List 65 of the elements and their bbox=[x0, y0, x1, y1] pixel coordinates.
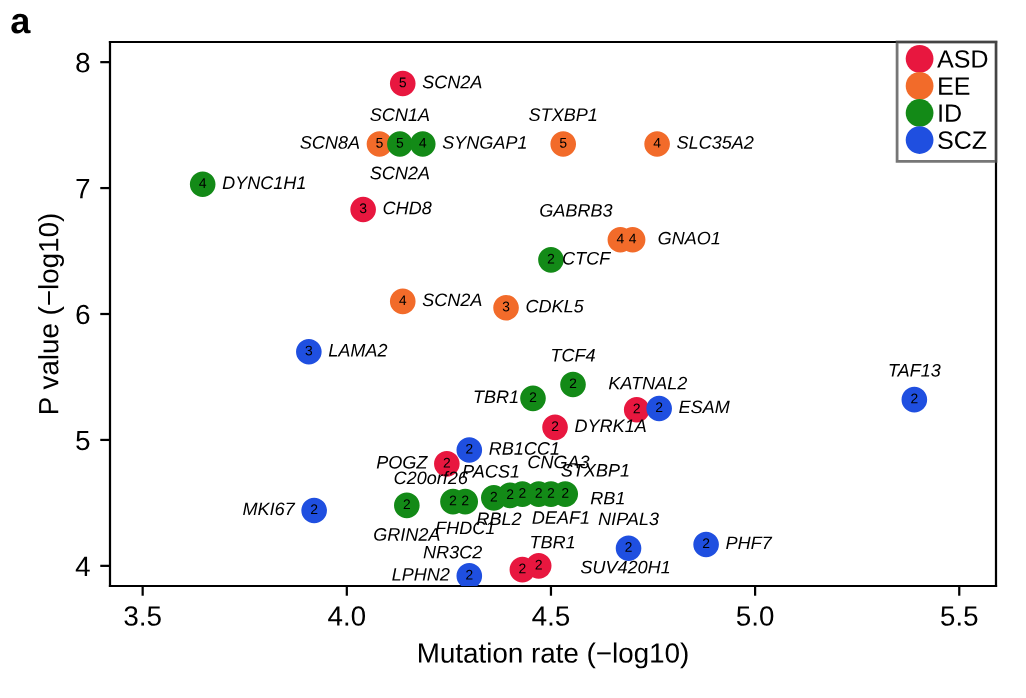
annotation: SCN2A bbox=[370, 166, 430, 180]
y-tick-label: 8 bbox=[76, 52, 90, 73]
legend-label: ID bbox=[939, 104, 961, 122]
annotation: CDKL5 bbox=[526, 299, 584, 313]
annotation: CHD8 bbox=[383, 201, 432, 215]
annotation: POGZ bbox=[376, 455, 428, 469]
point bbox=[550, 131, 577, 157]
y-tick-label: 7 bbox=[76, 179, 90, 199]
x-tick-label: 5.5 bbox=[941, 606, 978, 626]
point bbox=[560, 371, 586, 398]
annotation: MKI67 bbox=[243, 502, 296, 516]
annotation: LPHN2 bbox=[392, 567, 450, 581]
annotation: TBR1 bbox=[474, 390, 518, 404]
annotation: STXBP1 bbox=[529, 108, 597, 122]
point bbox=[693, 531, 719, 558]
annotation: RB1 bbox=[590, 491, 624, 505]
annotation: SUV420H1 bbox=[580, 560, 670, 574]
y-axis-title: P value (−log10) bbox=[38, 214, 64, 413]
annotation: NIPAL3 bbox=[598, 512, 659, 526]
point bbox=[409, 131, 436, 157]
annotation: GNAO1 bbox=[658, 231, 720, 245]
annotation: SCN2A bbox=[422, 75, 482, 89]
annotation: TCF4 bbox=[552, 348, 595, 362]
annotation: PHF7 bbox=[726, 536, 773, 550]
annotation: DYNC1H1 bbox=[222, 176, 305, 190]
legend-label: EE bbox=[939, 77, 970, 95]
legend-label: SCZ bbox=[938, 131, 987, 150]
annotation: ESAM bbox=[679, 400, 730, 414]
annotation: DYRK1A bbox=[575, 419, 646, 432]
x-tick-label: 3.5 bbox=[124, 606, 161, 626]
y-tick-label: 6 bbox=[76, 304, 90, 325]
chart-title: a bbox=[11, 13, 31, 34]
annotation: SYNGAP1 bbox=[442, 136, 526, 149]
point bbox=[456, 437, 483, 463]
annotation: TAF13 bbox=[889, 363, 941, 377]
point bbox=[646, 395, 672, 422]
y-tick-label: 5 bbox=[76, 430, 90, 451]
annotation: CNGA3 bbox=[528, 455, 590, 469]
point bbox=[389, 288, 416, 315]
annotation: SCN8A bbox=[300, 136, 360, 149]
annotation: STXBP1 bbox=[561, 463, 629, 477]
annotation: SCN2A bbox=[422, 293, 482, 307]
x-tick-label: 5.0 bbox=[736, 606, 774, 626]
legend-label: ASD bbox=[937, 50, 988, 68]
x-tick-label: 4.0 bbox=[328, 606, 366, 626]
x-axis-title: Mutation rate (−log10) bbox=[419, 642, 688, 669]
annotation: DEAF1 bbox=[532, 511, 589, 524]
annotation: SCN1A bbox=[370, 108, 430, 122]
annotation: NR3C2 bbox=[423, 545, 482, 559]
annotation: RBL2 bbox=[476, 512, 522, 525]
y-tick-label: 4 bbox=[75, 556, 90, 576]
point bbox=[189, 171, 216, 198]
point bbox=[542, 414, 568, 441]
annotation: TBR1 bbox=[531, 535, 575, 549]
annotation: GABRB3 bbox=[540, 203, 613, 217]
annotation: KATNAL2 bbox=[608, 376, 688, 390]
x-tick-label: 4.5 bbox=[532, 606, 570, 626]
point bbox=[301, 497, 327, 524]
point bbox=[394, 492, 420, 519]
annotation: CTCF bbox=[563, 251, 612, 265]
annotation: RB1CC1 bbox=[489, 442, 559, 455]
annotation: SLC35A2 bbox=[677, 136, 754, 149]
annotation: FHDC1 bbox=[435, 521, 494, 535]
annotation: GRIN2A bbox=[374, 528, 440, 541]
annotation: LAMA2 bbox=[328, 343, 388, 357]
